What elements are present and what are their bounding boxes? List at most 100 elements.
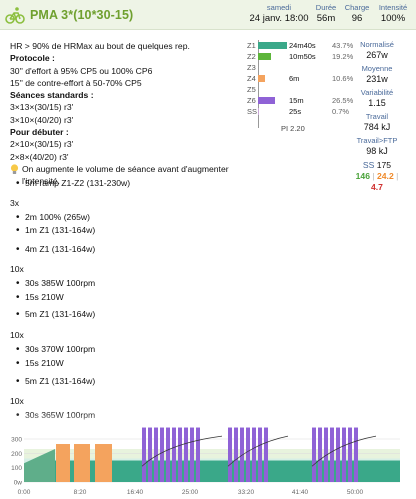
interval-bar [228,427,232,482]
step-item: 30s 370W 100rpm [16,344,95,355]
stat-label: Normalisé [360,40,394,49]
stat-item: Moyenne 231w [352,64,402,85]
step-item: 5m ramp Z1-Z2 (131-230w) [16,178,130,189]
interval-bar [148,427,152,482]
zone-row-z6: Z6 15m 26.5% [246,95,366,106]
zone-name: SS [247,107,258,116]
zone-row-z3: Z3 [246,62,366,73]
zone-row-z5: Z5 [246,84,366,95]
effort-block [74,444,90,482]
interval-bar [196,427,200,482]
interval-bar [142,427,146,482]
zone-name: Z1 [247,41,256,50]
zone-row-z4: Z4 6m 10.6% [246,73,366,84]
beginner-line: 2×10×(30/15) r3' [10,139,74,150]
stat-item: Travail>FTP 98 kJ [352,136,402,157]
effort-block [95,444,112,482]
step-item: 4m Z1 (131-164w) [16,244,95,255]
hr-curve [227,435,289,467]
stat-label: Moyenne [361,64,393,73]
stat-label: Travail [365,112,389,121]
interval-bar [178,427,182,482]
polarization-index: PI 2.20 [281,124,305,133]
duration-field: Durée 56m [315,3,337,24]
stat-item: Variabilité 1.15 [352,88,402,109]
zone-percent: 0.7% [332,107,350,116]
repeat-label: 10x [10,264,24,274]
x-tick-label: 25:00 [182,489,199,496]
zone-axis-line [258,40,259,128]
power-chart: 300 200 100 0w 0:00 8:20 16:40 25:00 33:20 41:40 5… [11,427,400,496]
interval-bar [264,427,268,482]
interval-bar [160,427,164,482]
interval-bar [154,427,158,482]
zone-row-z1: Z1 24m40s 43.7% [246,40,366,51]
standard-heading: Séances standards : [10,90,94,101]
standard-line: 3×10×(40/20) r3' [10,114,74,125]
zone-percent: 10.6% [332,74,354,83]
zone-distribution: Z1 24m40s 43.7% Z2 10m50s 19.2% Z3 Z4 6m 10.6% Z5 Z… [246,40,366,128]
lightbulb-icon [10,164,19,174]
y-tick-label: 200 [11,451,22,458]
zone-name: Z5 [247,85,256,94]
interval-bar [348,427,352,482]
y-tick-label: 300 [11,437,22,444]
zone-bar [258,53,271,60]
x-tick-label: 33:20 [238,489,255,496]
zone-time: 6m [289,74,300,83]
zone-percent: 19.2% [332,52,354,61]
stat-value: 784 kJ [363,122,391,132]
stat-value: 267w [366,50,388,60]
ss-stat: SS 175 146 | 24.2 | 4.7 [352,160,402,193]
zone-bar [258,75,265,82]
zone-name: Z3 [247,63,256,72]
zone-name: Z2 [247,52,256,61]
effort-block [56,444,70,482]
interval-bar [184,427,188,482]
protocol-heading: Protocole : [10,53,55,64]
interval-bar [330,427,334,482]
interval-bar [354,427,358,482]
cyclist-icon [5,7,25,24]
x-tick-label: 50:00 [347,489,364,496]
zone-percent: 43.7% [332,41,354,50]
stat-label: Variabilité [360,88,394,97]
stat-item: Normalisé 267w [352,40,402,61]
load-field: Charge 96 [344,3,370,24]
interval-bar [234,427,238,482]
workout-description: HR > 90% de HRMax au bout de quelques re… [10,40,260,188]
stat-item: Travail 784 kJ [352,112,402,133]
zone-name: Z6 [247,96,256,105]
workout-stats: Normalisé 267w Moyenne 231w Variabilité 1.15 T… [352,40,402,196]
hr-curve [141,435,223,467]
zone-row-z2: Z2 10m50s 19.2% [246,51,366,62]
beginner-line: 2×8×(40/20) r3' [10,151,69,162]
zone-time: 25s [289,107,302,116]
zone-time: 10m50s [289,52,316,61]
step-item: 30s 385W 100rpm [16,278,95,289]
interval-bar [324,427,328,482]
step-item: 15s 210W [16,358,64,369]
stat-value: 98 kJ [366,146,388,156]
ss-breakdown: 146 | 24.2 | 4.7 [355,171,399,192]
interval-bar [252,427,256,482]
workout-title: PMA 3*(10*30-15) [30,8,134,22]
description-line: HR > 90% de HRMax au bout de quelques re… [10,41,190,51]
step-item: 1m Z1 (131-164w) [16,225,95,236]
interval-bar [318,427,322,482]
beginner-heading: Pour débuter : [10,127,69,138]
interval-bar [172,427,176,482]
steps-fade [0,412,416,432]
zone-row-ss: SS 25s 0.7% [246,106,366,117]
step-item: 5m Z1 (131-164w) [16,309,95,320]
zone-time: 15m [289,96,304,105]
interval-bar [336,427,340,482]
step-item: 15s 210W [16,292,64,303]
stat-value: 1.15 [368,98,386,108]
workout-header: PMA 3*(10*30-15) samedi 24 janv. 18:00 D… [0,0,416,30]
interval-bar [312,427,316,482]
repeat-label: 10x [10,330,24,340]
interval-bar [342,427,346,482]
protocol-line: 30'' d'effort à 95% CP5 ou 100% CP6 [10,65,153,76]
step-item: 2m 100% (265w) [16,212,90,223]
